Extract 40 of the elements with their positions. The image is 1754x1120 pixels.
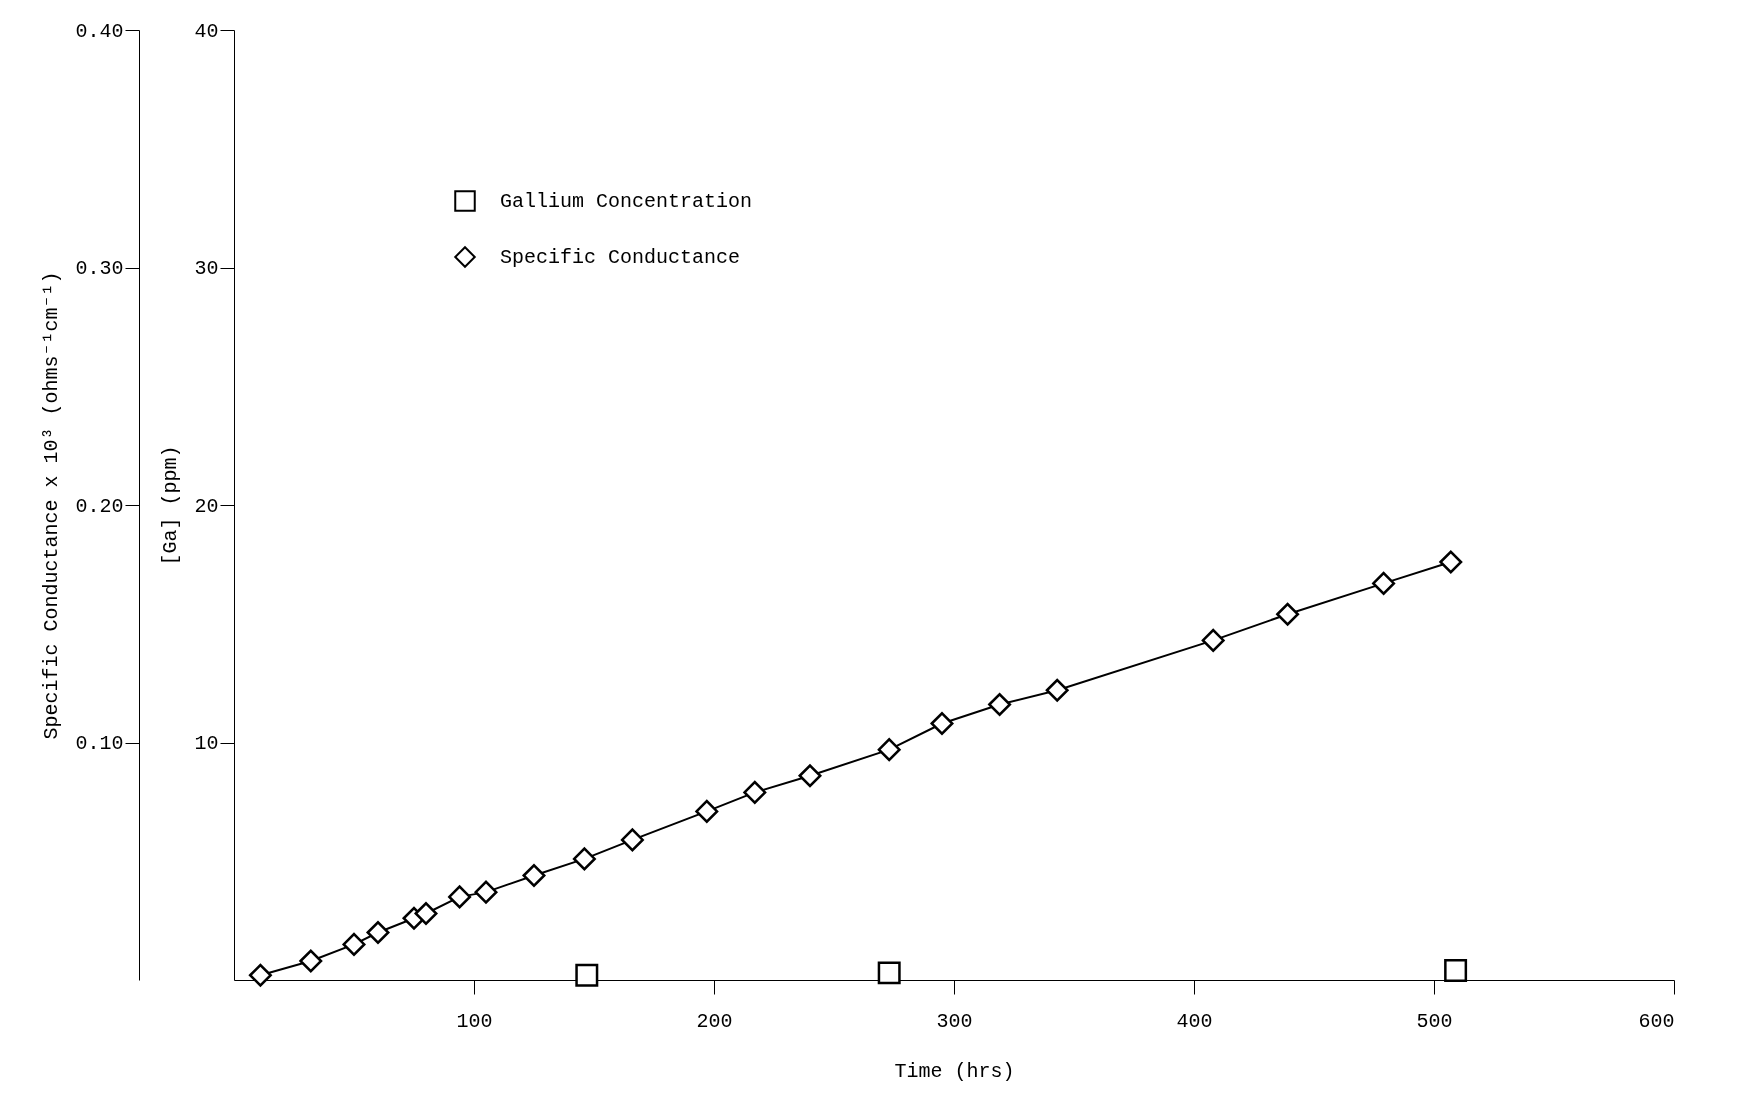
point — [1201, 628, 1225, 652]
point — [414, 902, 438, 925]
point — [988, 693, 1012, 716]
point — [1045, 678, 1069, 702]
x-tick-label: 100 — [456, 1009, 493, 1033]
point — [620, 828, 644, 852]
x-tick-label: 500 — [1416, 1009, 1453, 1033]
point — [1372, 571, 1396, 595]
point — [798, 764, 822, 788]
y-tick-label: 20 — [194, 494, 219, 518]
point — [248, 963, 272, 987]
point — [474, 880, 498, 904]
y-axis-title: [Ga] (ppm) — [159, 445, 183, 566]
y2-axis-title: Specific Conductance x 10³ (ohms⁻¹cm⁻¹) — [40, 271, 64, 740]
point — [1276, 602, 1300, 626]
point — [366, 921, 390, 944]
legend-label: Gallium Concentration — [500, 190, 753, 213]
y2-tick-label: 0.30 — [75, 257, 124, 280]
point — [877, 738, 901, 762]
point — [522, 864, 546, 887]
point — [930, 712, 954, 735]
x-axis-title: Time (hrs) — [894, 1059, 1015, 1083]
point — [695, 799, 719, 823]
point — [572, 847, 596, 871]
y2-tick-label: 0.10 — [75, 732, 124, 755]
point — [743, 780, 767, 804]
x-tick-label: 300 — [936, 1009, 973, 1033]
y-tick-label: 40 — [194, 19, 219, 43]
y2-tick-label: 0.20 — [75, 494, 124, 518]
y2-tick-label: 0.40 — [75, 19, 124, 43]
x-tick-label: 600 — [1638, 1009, 1675, 1033]
x-tick-label: 200 — [696, 1009, 733, 1033]
y-tick-label: 30 — [194, 257, 219, 280]
x-tick-label: 400 — [1176, 1009, 1213, 1033]
y-tick-label: 10 — [194, 732, 219, 755]
point — [448, 885, 472, 909]
point — [299, 949, 323, 973]
point — [1439, 550, 1463, 574]
legend-label: Specific Conductance — [500, 246, 741, 269]
point — [342, 932, 366, 956]
